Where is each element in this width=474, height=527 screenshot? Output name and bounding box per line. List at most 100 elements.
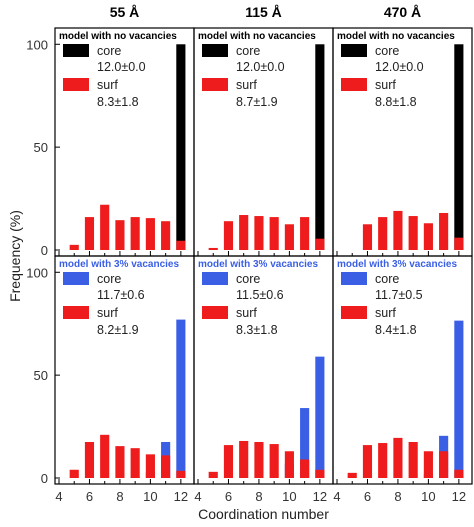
y-tick-label: 50 (34, 368, 48, 383)
surf-bar (393, 210, 403, 250)
surf-bar (176, 240, 186, 250)
surf-bar (223, 445, 234, 478)
surf-bar (69, 469, 79, 478)
legend-surf-value: 8.3±1.8 (236, 323, 278, 337)
legend-core-value: 12.0±0.0 (236, 60, 285, 74)
surf-bar (362, 445, 373, 478)
surf-bar (208, 471, 218, 478)
surf-bar (454, 237, 464, 250)
core-bar (454, 44, 464, 251)
x-tick-label: 8 (255, 489, 262, 504)
x-tick-label: 12 (174, 489, 188, 504)
panel-legend-title: model with 3% vacancies (337, 259, 457, 270)
legend-core-label: core (236, 272, 260, 286)
legend-surf-value: 8.8±1.8 (375, 95, 417, 109)
x-tick-label: 4 (55, 489, 62, 504)
panel: model with no vacancies core 12.0±0.0 surf 8… (332, 27, 473, 257)
legend-surf-value: 8.2±1.9 (97, 323, 139, 337)
panel-grid: model with no vacancies core 12.0±0.0 surf 8… (54, 27, 473, 485)
legend-core-label: core (375, 272, 399, 286)
surf-bar (239, 440, 249, 478)
legend-core-label: core (375, 44, 399, 58)
legend-surf-label: surf (236, 78, 257, 92)
legend-core-swatch (202, 44, 228, 57)
y-tick-label: 0 (41, 243, 48, 258)
surf-bar (269, 444, 279, 478)
panel-legend-title: model with 3% vacancies (59, 259, 179, 270)
panel: model with no vacancies core 12.0±0.0 surf 8… (193, 27, 334, 257)
surf-bar (69, 244, 79, 250)
surf-bar (269, 217, 279, 250)
legend-surf-label: surf (375, 78, 396, 92)
legend-surf-value: 8.7±1.9 (236, 95, 278, 109)
surf-bar (284, 224, 294, 250)
legend-surf-label: surf (375, 306, 396, 320)
panel-legend-title: model with no vacancies (337, 31, 455, 42)
core-bar (315, 44, 325, 251)
surf-bar (115, 446, 125, 478)
core-bar (176, 319, 186, 478)
surf-bar (100, 434, 110, 478)
legend-core-swatch (63, 44, 89, 57)
legend-surf-label: surf (97, 306, 118, 320)
legend-core-swatch (341, 44, 367, 57)
legend-core-swatch (202, 272, 228, 285)
x-tick-label: 10 (143, 489, 157, 504)
surf-bar (145, 218, 155, 250)
legend-surf-label: surf (236, 306, 257, 320)
legend-core-value: 11.5±0.6 (236, 288, 284, 302)
x-tick-label: 6 (86, 489, 93, 504)
x-tick-label: 6 (364, 489, 371, 504)
surf-bar (439, 212, 449, 250)
panel: model with 3% vacancies core 11.5±0.6 surf 8… (193, 255, 334, 485)
legend-surf-value: 8.4±1.8 (375, 323, 417, 337)
x-tick-label: 8 (116, 489, 123, 504)
legend-surf-swatch (63, 78, 89, 91)
legend-core-swatch (63, 272, 89, 285)
x-axis: 4 6 8 10 12 4 6 8 10 12 4 6 8 10 12 (55, 489, 466, 504)
surf-bar (393, 437, 403, 478)
legend-core-swatch (341, 272, 367, 285)
surf-bar (315, 238, 325, 250)
x-tick-label: 6 (225, 489, 232, 504)
y-tick-label: 0 (41, 471, 48, 486)
panel-frame (332, 255, 473, 485)
surf-bar (130, 217, 140, 250)
y-axis-title: Frequency (%) (7, 210, 23, 302)
surf-bar (378, 217, 388, 250)
x-tick-label: 10 (282, 489, 296, 504)
panel-legend-title: model with no vacancies (59, 31, 177, 42)
legend-core-value: 11.7±0.6 (97, 288, 145, 302)
x-tick-label: 12 (452, 489, 466, 504)
panel: model with 3% vacancies core 11.7±0.6 surf 8… (54, 255, 195, 485)
y-tick-label: 100 (26, 37, 48, 52)
column-titles: 55 Å 115 Å 470 Å (110, 4, 421, 20)
core-bar (454, 320, 464, 478)
surf-bar (362, 224, 373, 250)
surf-bar (378, 443, 388, 478)
surf-bar (145, 454, 155, 478)
surf-bar (408, 216, 418, 250)
surf-bar (130, 448, 140, 478)
surf-bar (84, 217, 95, 250)
surf-bar (300, 217, 310, 250)
x-tick-label: 10 (421, 489, 435, 504)
y-tick-label: 100 (26, 265, 48, 280)
core-bar (300, 408, 310, 478)
surf-bar (223, 221, 234, 250)
surf-bar (347, 472, 357, 478)
legend-surf-swatch (202, 306, 228, 319)
surf-bar (423, 223, 433, 250)
column-title: 470 Å (384, 4, 421, 20)
legend-surf-swatch (202, 78, 228, 91)
x-tick-label: 12 (313, 489, 327, 504)
surf-bar (161, 455, 171, 478)
surf-bar (254, 216, 264, 250)
y-tick-label: 50 (34, 140, 48, 155)
surf-bar (408, 442, 418, 478)
x-tick-label: 4 (194, 489, 201, 504)
legend-core-label: core (236, 44, 260, 58)
surf-bar (439, 451, 449, 478)
surf-bar (161, 221, 171, 250)
